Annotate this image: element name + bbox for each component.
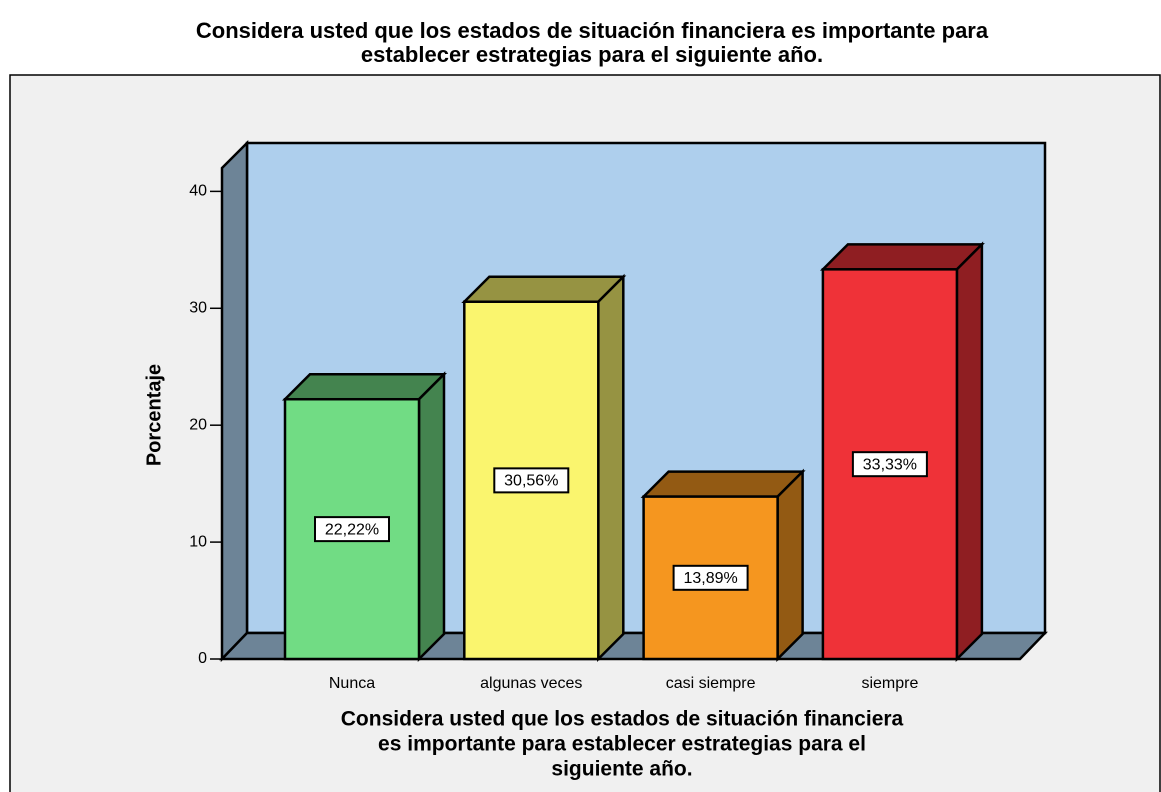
y-tick-label: 0 — [198, 650, 207, 667]
bar-top — [819, 243, 985, 271]
x-tick-label: Nunca — [329, 675, 375, 692]
chart-title: establecer estrategias para el siguiente… — [361, 42, 823, 67]
x-axis-label: Considera usted que los estados de situa… — [341, 708, 904, 731]
value-label-box — [493, 467, 570, 494]
x-axis-label: es importante para establecer estrategia… — [378, 733, 866, 756]
x-tick-label: casi siempre — [666, 675, 756, 692]
bar-side — [776, 468, 804, 663]
x-tick-label: algunas veces — [480, 675, 582, 692]
bar-top — [640, 470, 806, 498]
bar-side — [597, 273, 625, 663]
y-tick-label: 30 — [189, 300, 207, 317]
y-tick-label: 10 — [189, 533, 207, 550]
y-axis-label: Porcentaje — [143, 364, 165, 466]
bar-top — [461, 275, 627, 303]
value-label: 22,22% — [325, 521, 379, 538]
y-tick-label: 40 — [189, 183, 207, 200]
value-label-box — [672, 564, 749, 591]
value-label-box — [851, 451, 928, 478]
bar-side — [955, 241, 984, 663]
y-tick-label: 20 — [189, 416, 207, 433]
chart-title: Considera usted que los estados de situa… — [196, 18, 989, 43]
value-label: 13,89% — [683, 570, 737, 587]
bar-side — [417, 371, 446, 663]
value-label: 33,33% — [863, 456, 917, 473]
x-tick-label: siempre — [861, 675, 918, 692]
x-axis-label: siguiente año. — [551, 758, 692, 781]
value-label-box — [314, 516, 390, 543]
bar-top — [281, 372, 448, 401]
value-label: 30,56% — [504, 473, 558, 490]
side-wall — [220, 139, 249, 663]
